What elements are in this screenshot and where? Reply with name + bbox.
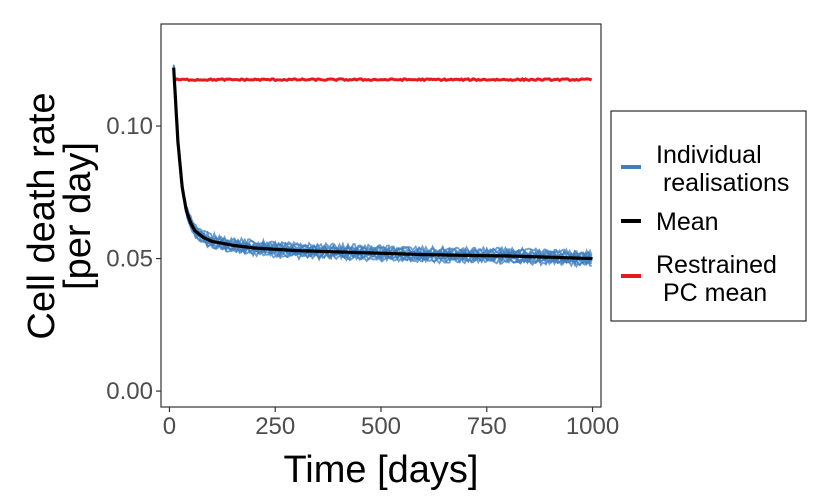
y-axis-title: Cell death rate [per day] [21, 92, 99, 339]
x-tick-label: 500 [361, 413, 401, 440]
axis-layer: 0 250 500 750 1000 0.00 0.05 0.10 [106, 113, 619, 440]
realisation-line [172, 64, 593, 258]
restrained-pc-mean-line [173, 76, 593, 83]
x-tick-label: 1000 [566, 413, 619, 440]
y-tick-label: 0.05 [106, 246, 153, 273]
x-axis-title: Time [days] [284, 449, 479, 491]
x-tick-label: 250 [255, 413, 295, 440]
legend-label-restrained-line-1: Restrained [656, 251, 777, 279]
legend-label-individual-line-1: Individual [656, 141, 762, 169]
legend-label-restrained-line-2: PC mean [656, 279, 767, 307]
legend-label-individual-line-2: realisations [656, 169, 789, 197]
y-axis-title-line-1: Cell death rate [21, 92, 63, 339]
series-layer [172, 64, 594, 269]
y-tick-label: 0.00 [106, 378, 153, 405]
y-tick-label: 0.10 [106, 113, 153, 140]
plot-panel [160, 23, 602, 408]
legend-label-mean: Mean [656, 208, 719, 236]
y-axis-title-line-2: [per day] [57, 142, 99, 290]
x-tick-label: 750 [467, 413, 507, 440]
x-tick-label: 0 [163, 413, 176, 440]
mean-line [172, 67, 594, 261]
legend: Individual realisations Mean Restrained … [610, 110, 807, 322]
legend-box [610, 110, 807, 322]
